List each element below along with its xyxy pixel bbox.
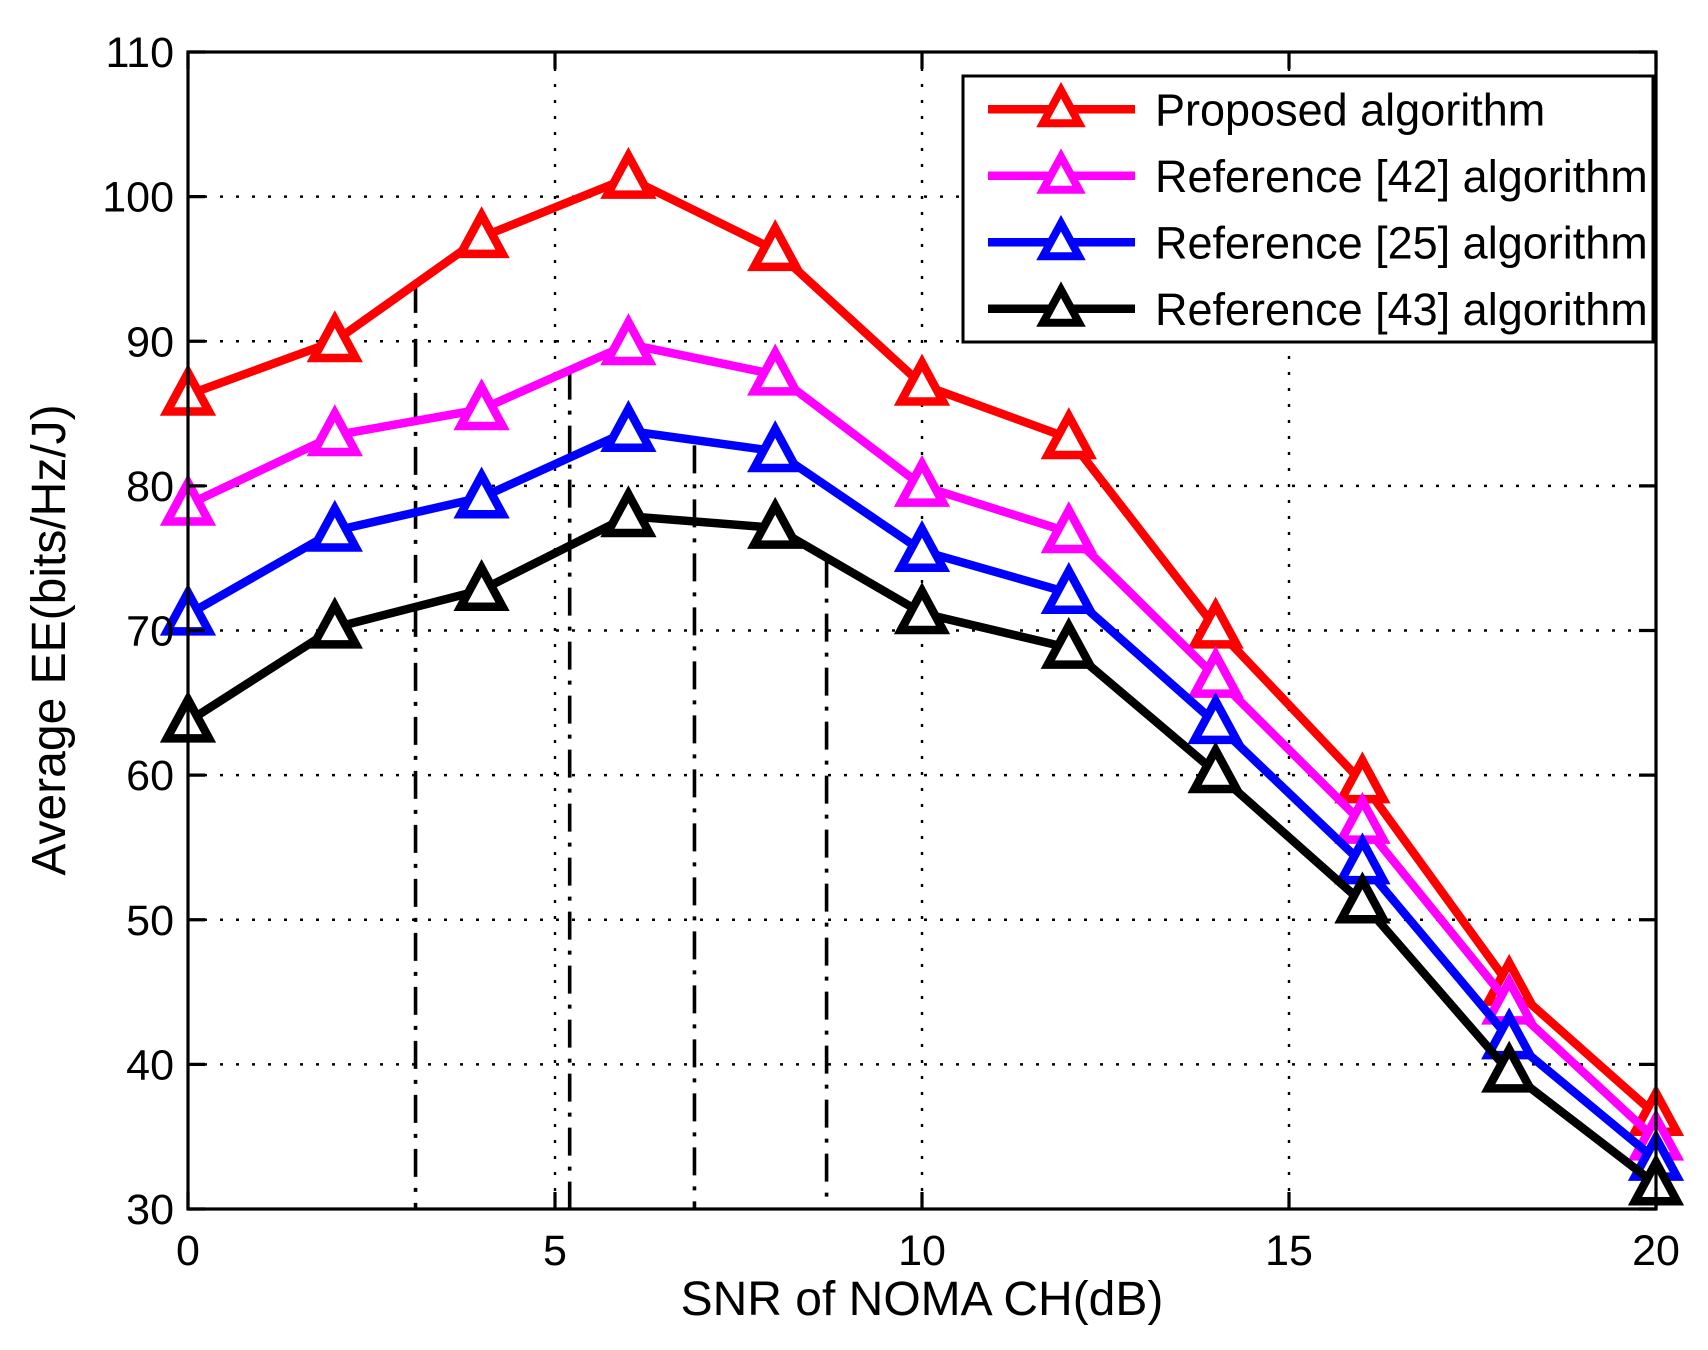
y-tick-label: 90 — [126, 318, 174, 366]
data-point-marker — [1040, 561, 1097, 614]
data-point-marker — [747, 420, 804, 473]
legend-label: Reference [25] algorithm — [1155, 217, 1648, 268]
legend-marker — [1036, 148, 1086, 194]
x-tick-label: 0 — [176, 1227, 200, 1275]
x-tick-label: 15 — [1265, 1227, 1313, 1275]
legend-item-reference-43-algorithm: Reference [43] algorithm — [988, 281, 1648, 335]
data-point-marker — [893, 454, 951, 507]
data-point-marker — [1040, 407, 1097, 460]
data-point-marker — [600, 399, 657, 452]
legend: Proposed algorithm Reference [42] algorit… — [961, 74, 1655, 344]
data-point-marker — [1040, 616, 1097, 669]
data-point-marker — [453, 466, 510, 519]
data-point-marker — [1187, 692, 1244, 745]
y-tick-label: 80 — [126, 463, 174, 511]
x-tick-label: 10 — [898, 1227, 946, 1275]
data-point-marker — [453, 378, 510, 431]
data-point-marker — [453, 206, 510, 259]
data-point-marker — [893, 519, 951, 573]
legend-label: Reference [43] algorithm — [1155, 284, 1648, 335]
legend-label: Proposed algorithm — [1155, 84, 1545, 135]
data-point-marker — [1334, 871, 1391, 924]
data-point-marker — [747, 496, 804, 549]
data-point-marker — [306, 499, 363, 552]
tick-labels: 0 5 10 15 20 30 40 50 60 70 80 90 100 110 — [102, 29, 1680, 1275]
y-tick-label: 60 — [126, 752, 174, 800]
y-tick-label: 30 — [126, 1186, 174, 1234]
y-tick-label: 100 — [102, 174, 174, 222]
x-axis-label: SNR of NOMA CH(dB) — [680, 1273, 1164, 1326]
y-tick-label: 110 — [105, 29, 174, 77]
data-point-marker — [306, 596, 363, 649]
legend-item-reference-25-algorithm: Reference [25] algorithm — [988, 214, 1648, 268]
data-point-marker — [893, 582, 951, 635]
data-point-marker — [306, 404, 363, 457]
y-tick-label: 40 — [126, 1041, 174, 1089]
data-point-marker — [893, 353, 951, 406]
legend-marker — [1036, 281, 1086, 327]
y-tick-label: 50 — [126, 897, 174, 945]
data-point-marker — [600, 313, 657, 366]
data-point-marker — [600, 485, 657, 538]
data-point-marker — [453, 559, 510, 612]
y-tick-label: 70 — [126, 608, 174, 656]
data-point-marker — [747, 343, 804, 396]
y-axis-label: Average EE(bits/Hz/J) — [23, 404, 76, 876]
legend-item-reference-42-algorithm: Reference [42] algorithm — [988, 148, 1648, 202]
data-point-marker — [1040, 501, 1097, 554]
series-reference-42-algorithm — [159, 313, 1685, 1161]
series-proposed-algorithm — [159, 146, 1685, 1137]
data-point-marker — [1187, 596, 1244, 649]
legend-label: Reference [42] algorithm — [1155, 151, 1648, 202]
x-tick-label: 20 — [1632, 1227, 1680, 1275]
series-reference-43-algorithm — [159, 485, 1685, 1206]
data-point-marker — [747, 219, 804, 272]
legend-marker — [1036, 81, 1086, 128]
legend-item-proposed-algorithm: Proposed algorithm — [988, 81, 1545, 135]
data-point-marker — [1481, 1040, 1538, 1093]
annotation-vlines — [413, 284, 829, 1209]
legend-marker — [1036, 214, 1086, 261]
data-point-marker — [600, 146, 657, 199]
data-point-marker — [1187, 741, 1244, 794]
data-point-marker — [306, 310, 363, 363]
x-tick-label: 5 — [543, 1227, 567, 1275]
